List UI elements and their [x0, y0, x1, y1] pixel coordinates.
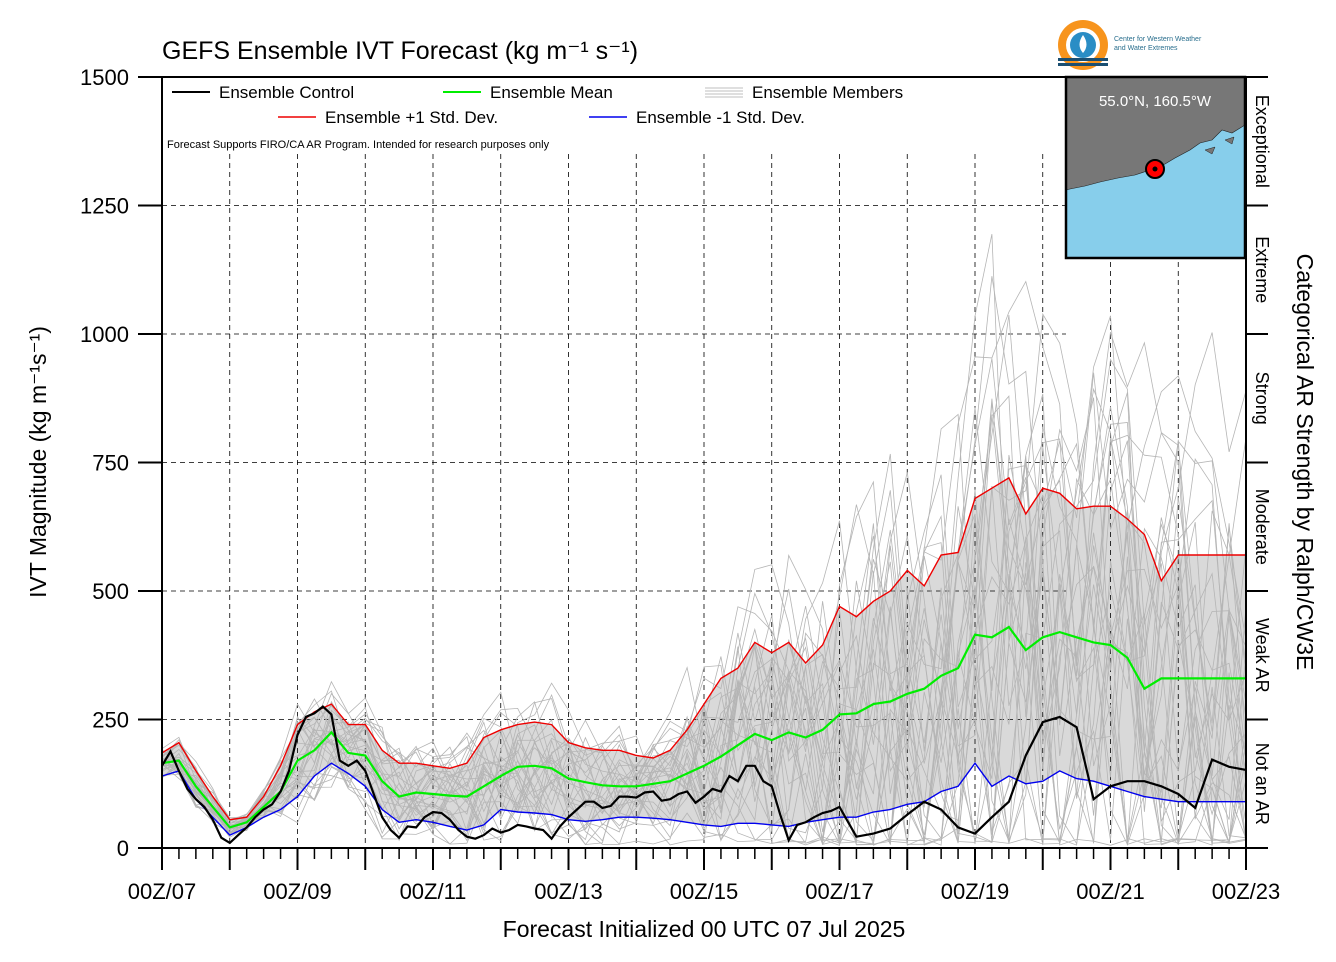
category-label: Extreme — [1252, 236, 1272, 303]
x-tick-label: 00Z/13 — [534, 879, 603, 904]
minus-std-line — [161, 762, 1246, 836]
legend: Ensemble Control Ensemble Mean Ensemble … — [167, 83, 903, 151]
inset-location-label: 55.0°N, 160.5°W — [1099, 93, 1212, 110]
ensemble-member-line — [161, 406, 1247, 843]
category-label: Strong — [1252, 372, 1272, 425]
x-tick-label: 00Z/07 — [128, 879, 197, 904]
cw3e-logo: Center for Western Weather and Water Ext… — [1058, 20, 1202, 70]
legend-label-mean: Ensemble Mean — [490, 83, 613, 102]
series-lines — [161, 476, 1247, 845]
y-tick-label: 1250 — [80, 194, 129, 219]
y-tick-label: 750 — [92, 451, 129, 476]
category-label: Moderate — [1252, 489, 1272, 565]
x-tick-label: 00Z/09 — [263, 879, 332, 904]
ensemble-member-line — [161, 358, 1247, 846]
x-tick-label: 00Z/21 — [1076, 879, 1145, 904]
x-tick-label: 00Z/15 — [670, 879, 739, 904]
inset-land — [1065, 76, 1246, 191]
legend-label-control: Ensemble Control — [219, 83, 354, 102]
ensemble-member-line — [161, 494, 1247, 846]
category-label: Not an AR — [1252, 743, 1272, 825]
y-tick-label: 1500 — [80, 65, 129, 90]
legend-label-plus-std: Ensemble +1 Std. Dev. — [325, 108, 498, 127]
legend-label-minus-std: Ensemble -1 Std. Dev. — [636, 108, 805, 127]
x-tick-label: 00Z/19 — [941, 879, 1010, 904]
ar-category-labels: Not an AR Weak AR Moderate Strong Extreme Exc… — [1252, 95, 1272, 825]
axis-ticks — [138, 76, 1268, 870]
right-axis-label: Categorical AR Strength by Ralph/CW3E — [1292, 254, 1318, 671]
x-tick-label: 00Z/11 — [400, 879, 467, 904]
x-tick-label: 00Z/17 — [805, 879, 874, 904]
disclaimer-text: Forecast Supports FIRO/CA AR Program. In… — [167, 139, 550, 151]
inset-map: 55.0°N, 160.5°W — [1064, 75, 1247, 260]
x-tick-label: 00Z/23 — [1212, 879, 1281, 904]
y-tick-label: 0 — [117, 836, 129, 861]
ensemble-member-line — [161, 437, 1247, 846]
legend-swatch-members — [705, 87, 743, 98]
logo-text-line1: Center for Western Weather — [1114, 36, 1202, 43]
y-tick-labels: 0 250 500 750 1000 1250 1500 — [80, 65, 129, 861]
y-tick-label: 500 — [92, 579, 129, 604]
y-axis-label: IVT Magnitude (kg m⁻¹s⁻¹) — [25, 326, 51, 598]
control-line — [161, 705, 1247, 845]
plus-std-line — [161, 476, 1246, 821]
ensemble-member-line — [161, 619, 1247, 846]
y-tick-label: 250 — [92, 708, 129, 733]
ensemble-member-line — [161, 312, 1247, 845]
ensemble-members — [161, 234, 1247, 846]
y-tick-label: 1000 — [80, 322, 129, 347]
ensemble-member-line — [161, 489, 1247, 846]
ensemble-member-line — [161, 375, 1247, 844]
ensemble-member-line — [161, 439, 1247, 846]
legend-label-members: Ensemble Members — [752, 83, 903, 102]
x-tick-labels: 00Z/07 00Z/09 00Z/11 00Z/13 00Z/15 00Z/17 00Z/… — [128, 879, 1281, 904]
x-axis-label: Forecast Initialized 00 UTC 07 Jul 2025 — [503, 916, 906, 942]
mean-line — [161, 625, 1246, 829]
logo-text-line2: and Water Extremes — [1114, 45, 1178, 52]
category-label: Exceptional — [1252, 95, 1272, 188]
ensemble-member-line — [161, 314, 1247, 846]
chart-title: GEFS Ensemble IVT Forecast (kg m⁻¹ s⁻¹) — [162, 37, 638, 65]
std-dev-fill — [162, 477, 1246, 836]
ensemble-member-line — [161, 372, 1247, 845]
std-dev-band — [162, 477, 1246, 836]
category-label: Weak AR — [1252, 618, 1272, 693]
